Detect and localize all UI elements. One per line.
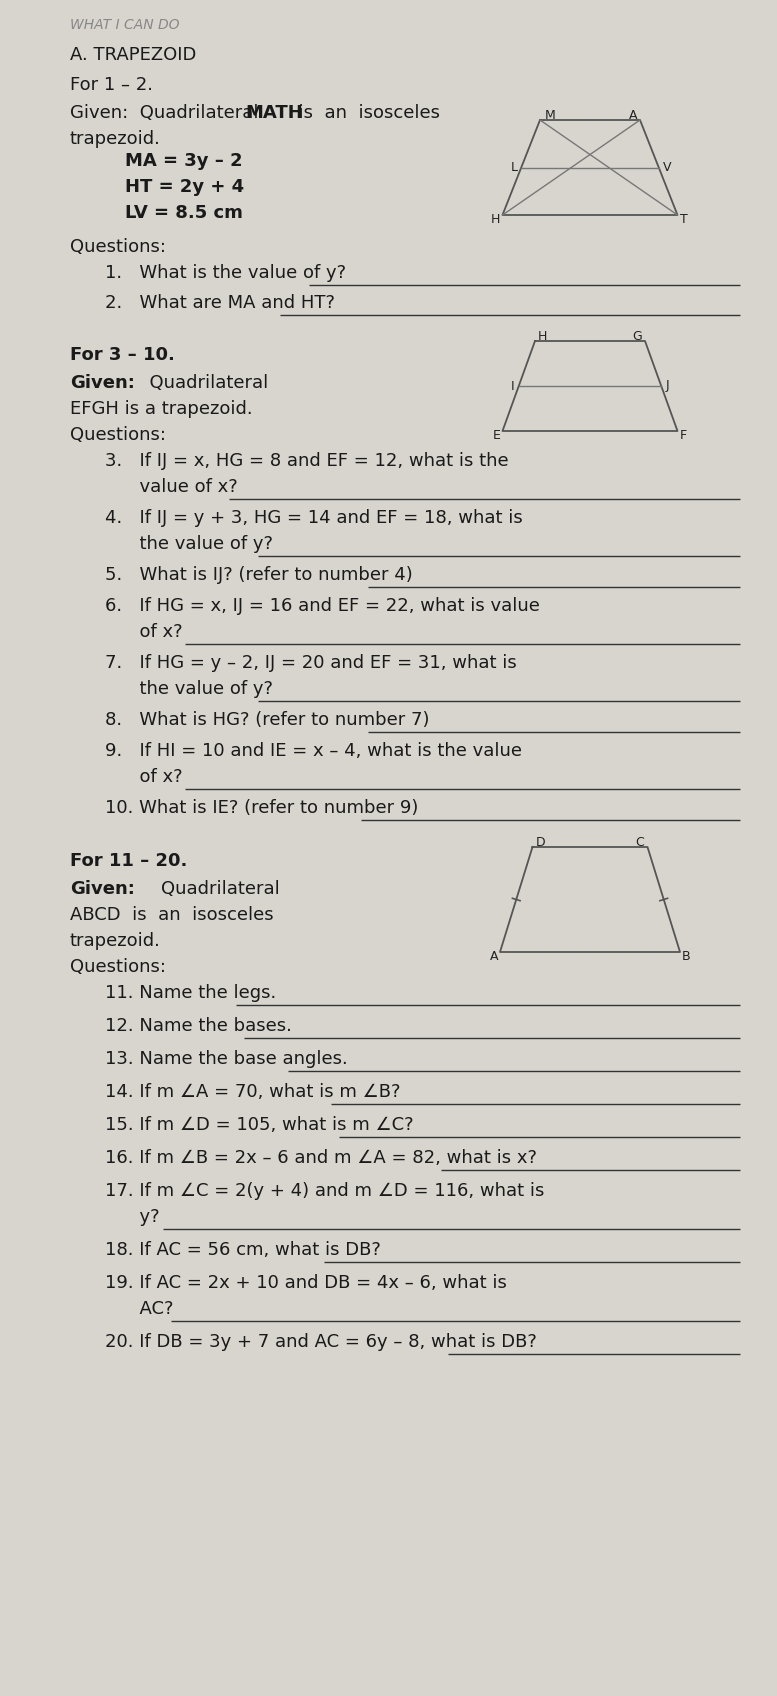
Text: MATH: MATH [245, 103, 303, 122]
Text: A: A [629, 109, 637, 122]
Text: of x?: of x? [105, 768, 183, 785]
Text: 9.   If HI = 10 and IE = x – 4, what is the value: 9. If HI = 10 and IE = x – 4, what is th… [105, 743, 522, 760]
Text: A: A [490, 950, 498, 963]
Text: WHAT I CAN DO: WHAT I CAN DO [70, 19, 179, 32]
Text: the value of y?: the value of y? [105, 534, 273, 553]
Text: Questions:: Questions: [70, 237, 166, 256]
Text: 19. If AC = 2x + 10 and DB = 4x – 6, what is: 19. If AC = 2x + 10 and DB = 4x – 6, wha… [105, 1274, 507, 1292]
Text: ABCD  is  an  isosceles: ABCD is an isosceles [70, 906, 274, 924]
Text: 5.   What is IJ? (refer to number 4): 5. What is IJ? (refer to number 4) [105, 566, 413, 583]
Text: Questions:: Questions: [70, 958, 166, 975]
Text: 7.   If HG = y – 2, IJ = 20 and EF = 31, what is: 7. If HG = y – 2, IJ = 20 and EF = 31, w… [105, 655, 517, 672]
Text: B: B [682, 950, 691, 963]
Text: Given:  Quadrilateral: Given: Quadrilateral [70, 103, 264, 122]
Text: H: H [491, 214, 500, 226]
Text: 12. Name the bases.: 12. Name the bases. [105, 1018, 292, 1035]
Text: EFGH is a trapezoid.: EFGH is a trapezoid. [70, 400, 253, 417]
Text: 17. If m ∠C = 2(y + 4) and m ∠D = 116, what is: 17. If m ∠C = 2(y + 4) and m ∠D = 116, w… [105, 1182, 545, 1201]
Text: 4.   If IJ = y + 3, HG = 14 and EF = 18, what is: 4. If IJ = y + 3, HG = 14 and EF = 18, w… [105, 509, 523, 527]
Text: 18. If AC = 56 cm, what is DB?: 18. If AC = 56 cm, what is DB? [105, 1241, 381, 1258]
Text: Quadrilateral: Quadrilateral [138, 880, 280, 897]
Text: 6.   If HG = x, IJ = 16 and EF = 22, what is value: 6. If HG = x, IJ = 16 and EF = 22, what … [105, 597, 540, 616]
Text: M: M [545, 109, 556, 122]
Text: is  an  isosceles: is an isosceles [287, 103, 440, 122]
Text: C: C [636, 836, 644, 850]
Text: of x?: of x? [105, 622, 183, 641]
Text: G: G [632, 331, 642, 343]
Text: H: H [538, 331, 547, 343]
Text: value of x?: value of x? [105, 478, 238, 495]
Text: AC?: AC? [105, 1301, 173, 1318]
Text: 14. If m ∠A = 70, what is m ∠B?: 14. If m ∠A = 70, what is m ∠B? [105, 1084, 400, 1101]
Text: trapezoid.: trapezoid. [70, 131, 161, 148]
Text: 3.   If IJ = x, HG = 8 and EF = 12, what is the: 3. If IJ = x, HG = 8 and EF = 12, what i… [105, 453, 509, 470]
Text: 16. If m ∠B = 2x – 6 and m ∠A = 82, what is x?: 16. If m ∠B = 2x – 6 and m ∠A = 82, what… [105, 1148, 537, 1167]
Text: E: E [493, 429, 500, 443]
Text: HT = 2y + 4: HT = 2y + 4 [125, 178, 244, 197]
Text: Questions:: Questions: [70, 426, 166, 444]
Text: 13. Name the base angles.: 13. Name the base angles. [105, 1050, 348, 1068]
Text: y?: y? [105, 1208, 159, 1226]
Text: For 1 – 2.: For 1 – 2. [70, 76, 153, 93]
Text: 8.   What is HG? (refer to number 7): 8. What is HG? (refer to number 7) [105, 711, 430, 729]
Text: A. TRAPEZOID: A. TRAPEZOID [70, 46, 197, 64]
Text: MA = 3y – 2: MA = 3y – 2 [125, 153, 242, 170]
Text: For 11 – 20.: For 11 – 20. [70, 851, 187, 870]
Text: 2.   What are MA and HT?: 2. What are MA and HT? [105, 293, 335, 312]
Text: Given:: Given: [70, 880, 135, 897]
Text: 15. If m ∠D = 105, what is m ∠C?: 15. If m ∠D = 105, what is m ∠C? [105, 1116, 413, 1135]
Text: 1.   What is the value of y?: 1. What is the value of y? [105, 265, 346, 282]
Text: Given:: Given: [70, 375, 135, 392]
Text: V: V [663, 161, 671, 175]
Text: F: F [680, 429, 687, 443]
Text: 10. What is IE? (refer to number 9): 10. What is IE? (refer to number 9) [105, 799, 418, 817]
Text: T: T [680, 214, 687, 226]
Text: Quadrilateral: Quadrilateral [138, 375, 268, 392]
Text: For 3 – 10.: For 3 – 10. [70, 346, 175, 365]
Text: D: D [535, 836, 545, 850]
Text: 11. Name the legs.: 11. Name the legs. [105, 984, 277, 1002]
Text: trapezoid.: trapezoid. [70, 933, 161, 950]
Text: L: L [510, 161, 517, 175]
Text: the value of y?: the value of y? [105, 680, 273, 699]
Text: LV = 8.5 cm: LV = 8.5 cm [125, 204, 243, 222]
Text: J: J [665, 380, 669, 392]
Text: I: I [511, 380, 514, 392]
Text: 20. If DB = 3y + 7 and AC = 6y – 8, what is DB?: 20. If DB = 3y + 7 and AC = 6y – 8, what… [105, 1333, 537, 1352]
